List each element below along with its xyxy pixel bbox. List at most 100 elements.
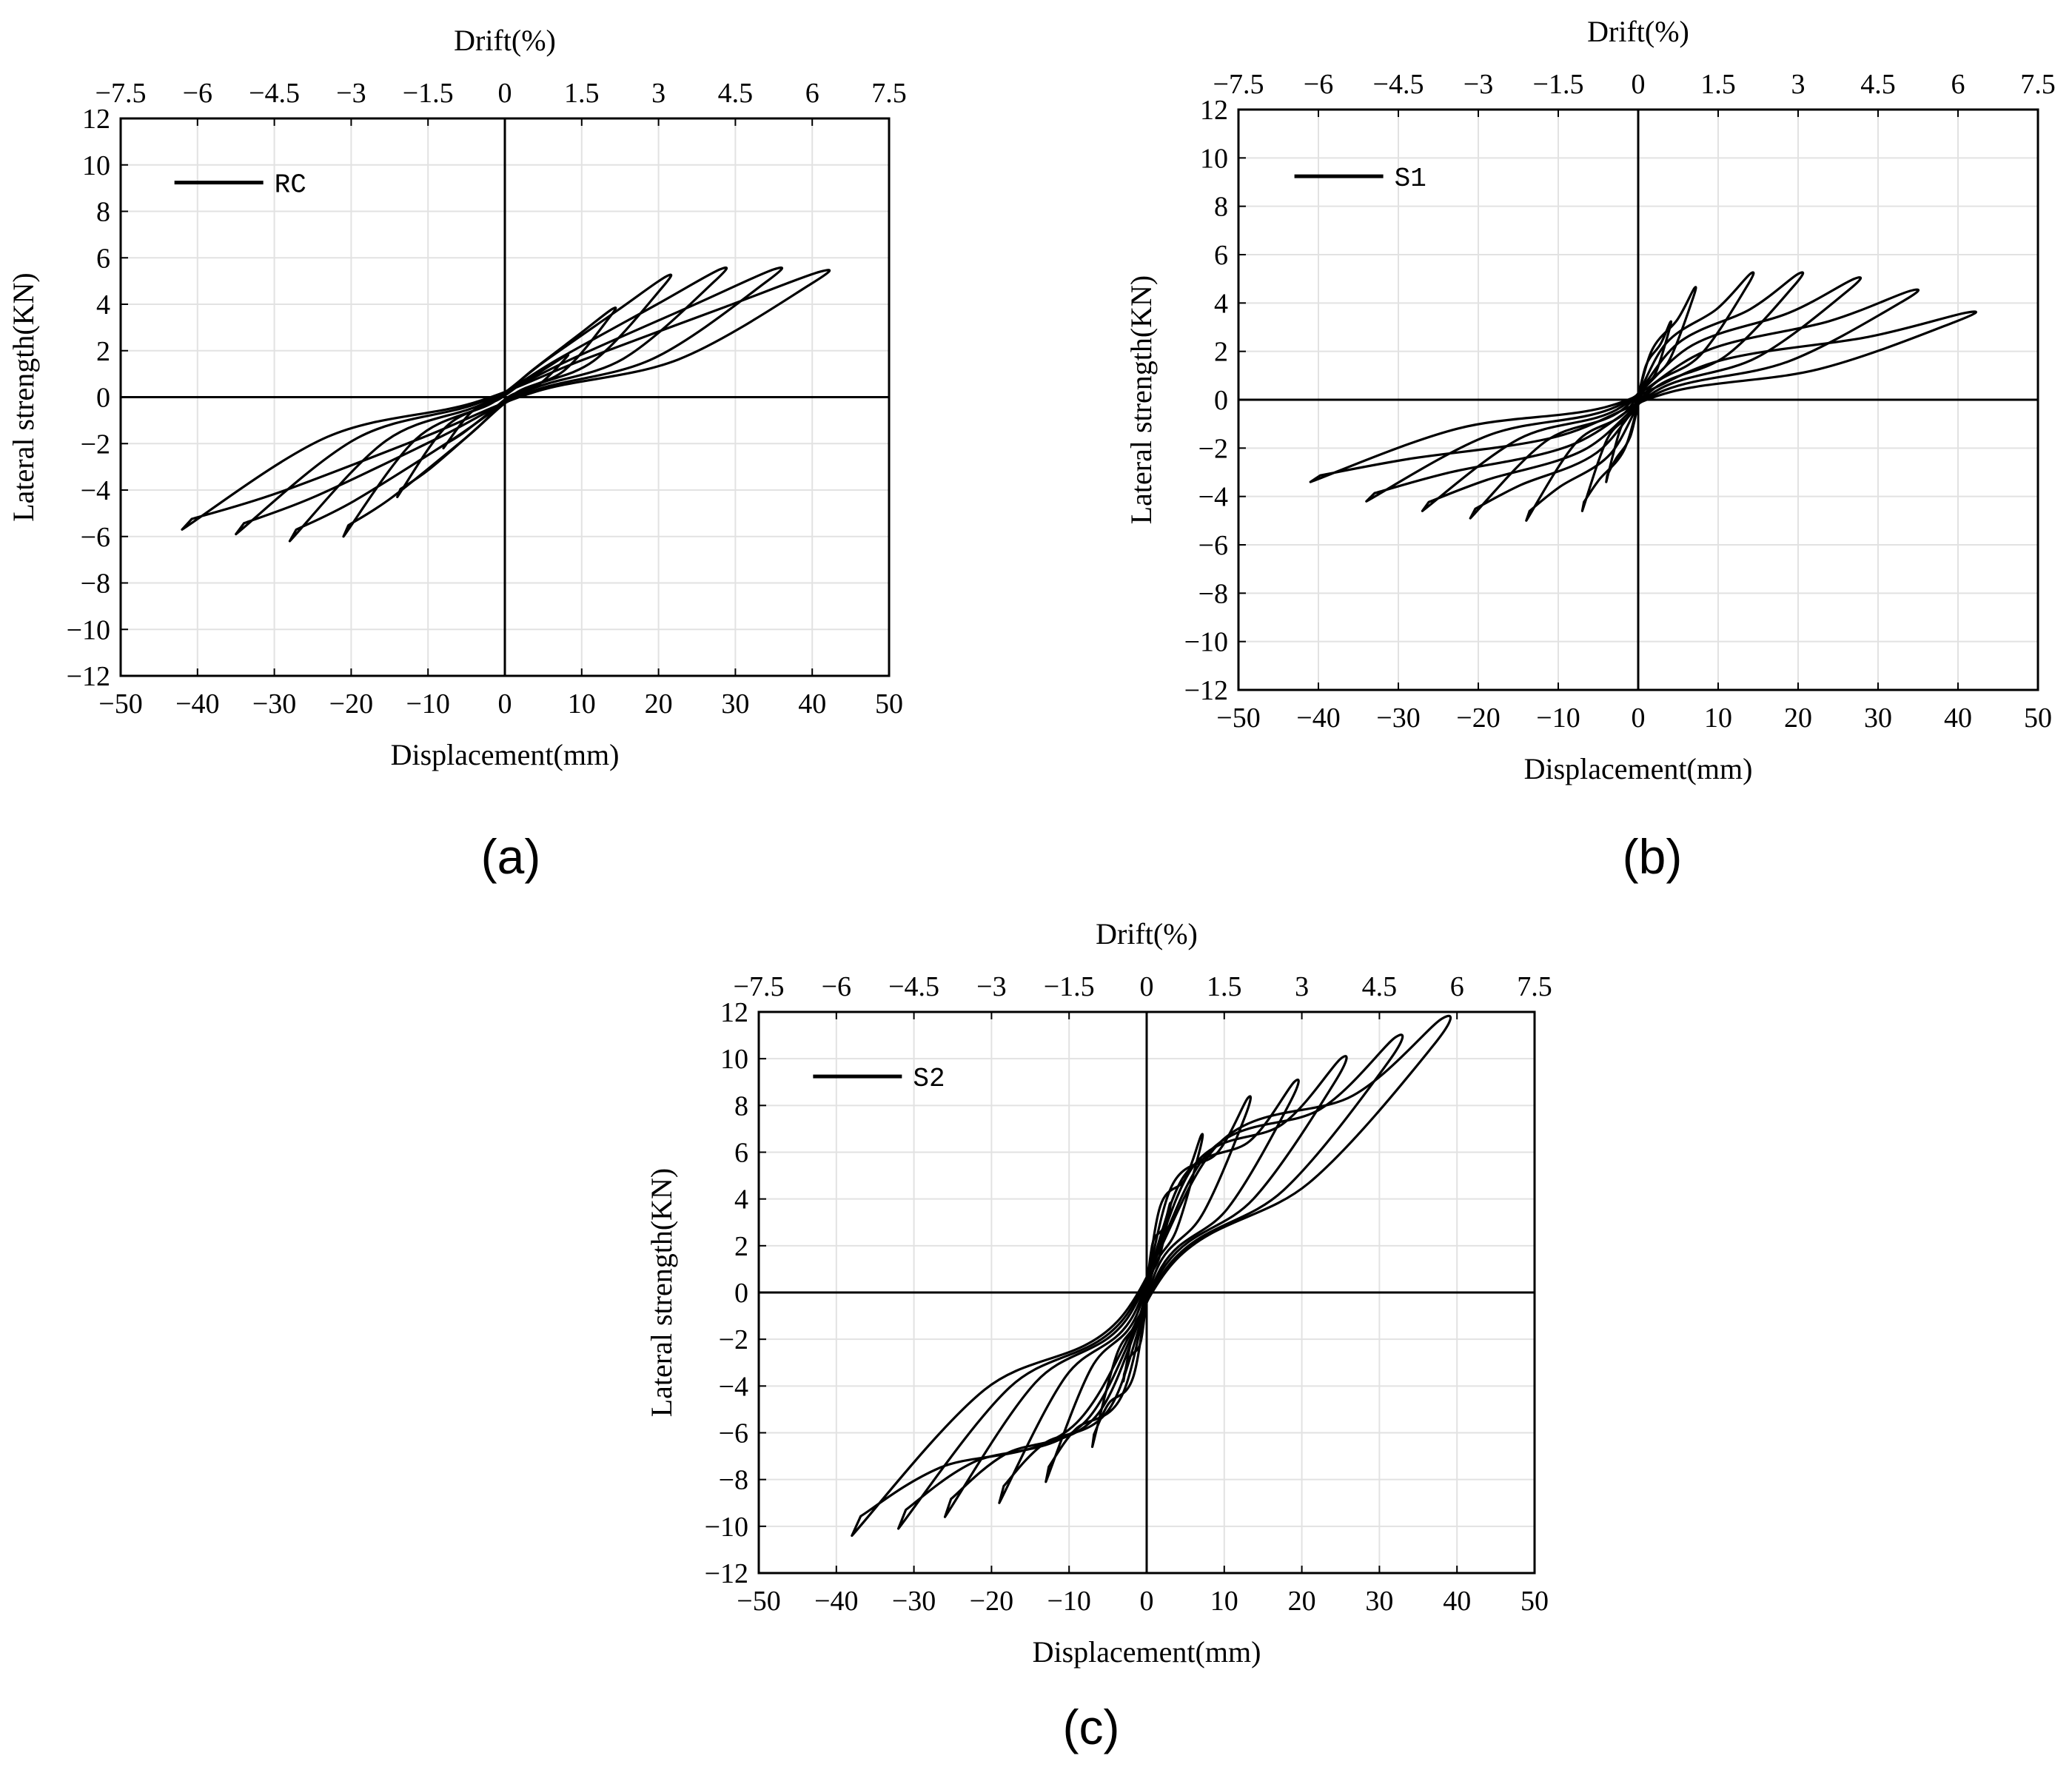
x-tick-label: 40 bbox=[1443, 1586, 1471, 1617]
hysteresis-loop bbox=[288, 266, 728, 543]
x-tick-label: −40 bbox=[814, 1586, 858, 1617]
y-tick-label: 6 bbox=[96, 243, 110, 274]
x-axis-title-a: Displacement(mm) bbox=[391, 738, 620, 771]
y-tick-labels-c: −12 −10 −8 −6 −4 −2 0 2 4 6 8 10 12 bbox=[705, 997, 766, 1589]
hysteresis-curves-a bbox=[181, 266, 831, 543]
y-tick-label: 8 bbox=[734, 1090, 748, 1121]
y-tick-label: 2 bbox=[96, 336, 110, 367]
x2-tick-label: −4.5 bbox=[249, 78, 300, 109]
y-tick-label: −4 bbox=[1198, 482, 1228, 513]
y-tick-label: −10 bbox=[67, 614, 110, 646]
x2-tick-label: 0 bbox=[498, 78, 512, 109]
y-tick-label: 10 bbox=[720, 1044, 748, 1075]
x-tick-labels-b: −50 −40 −30 −20 −10 0 10 20 30 40 50 bbox=[1216, 683, 2052, 734]
y-tick-label: 10 bbox=[1200, 143, 1228, 174]
y-tick-label: −4 bbox=[719, 1371, 748, 1402]
y-tick-label: 0 bbox=[734, 1278, 748, 1309]
x2-tick-label: 6 bbox=[805, 78, 819, 109]
caption-a: (a) bbox=[481, 829, 541, 884]
y-tick-label: −12 bbox=[67, 661, 110, 692]
hysteresis-loop bbox=[1421, 276, 1862, 512]
y-tick-label: −12 bbox=[705, 1558, 748, 1589]
legend-label-b: S1 bbox=[1395, 164, 1426, 194]
legend-b: S1 bbox=[1294, 164, 1426, 194]
hysteresis-loop bbox=[998, 1079, 1300, 1504]
y-tick-label: −6 bbox=[719, 1418, 748, 1449]
panel-b: −50 −40 −30 −20 −10 0 10 20 30 40 50 −7.5 −6 −4.5 −3−… bbox=[1124, 15, 2056, 785]
x-tick-label: 0 bbox=[1632, 703, 1646, 734]
hysteresis-loop bbox=[181, 269, 831, 531]
y-tick-label: −6 bbox=[1198, 530, 1228, 561]
y-tick-label: 2 bbox=[734, 1231, 748, 1262]
x-tick-label: −10 bbox=[1047, 1586, 1090, 1617]
y-tick-label: 10 bbox=[82, 150, 110, 181]
y-tick-label: −10 bbox=[705, 1512, 748, 1543]
legend-label-c: S2 bbox=[913, 1064, 945, 1094]
y-axis-title-b: Lateral strength(KN) bbox=[1124, 275, 1158, 525]
x-tick-label: −40 bbox=[1296, 703, 1340, 734]
x2-tick-label: 3 bbox=[1295, 971, 1309, 1002]
hysteresis-loop bbox=[1309, 310, 1977, 483]
y-tick-label: 4 bbox=[1214, 288, 1228, 319]
x-tick-label: −50 bbox=[737, 1586, 780, 1617]
x2-tick-label: 1.5 bbox=[1700, 69, 1736, 100]
x2-tick-label: −1.5 bbox=[1044, 971, 1095, 1002]
hysteresis-loop bbox=[851, 1014, 1452, 1538]
x-tick-label: 30 bbox=[1864, 703, 1892, 734]
x2-tick-label: 0 bbox=[1140, 971, 1154, 1002]
x2-tick-label: 1.5 bbox=[1207, 971, 1242, 1002]
x2-tick-label: 7.5 bbox=[871, 78, 907, 109]
x-tick-label: −20 bbox=[970, 1586, 1013, 1617]
y-tick-label: 12 bbox=[1200, 95, 1228, 126]
y-axis-title-a: Lateral strength(KN) bbox=[7, 272, 40, 522]
x-tick-labels-a: −50 −40 −30 −20 −10 0 10 20 30 40 50 bbox=[98, 668, 903, 720]
y-tick-label: 6 bbox=[734, 1138, 748, 1169]
hysteresis-loop bbox=[943, 1055, 1348, 1518]
x2-tick-label: −3 bbox=[1464, 69, 1493, 100]
x-tick-label: 20 bbox=[1288, 1586, 1316, 1617]
hysteresis-loop bbox=[1365, 288, 1920, 503]
x2-tick-label: −7.5 bbox=[734, 971, 785, 1002]
hysteresis-loop bbox=[235, 266, 783, 536]
x-tick-label: −30 bbox=[892, 1586, 936, 1617]
x-tick-label: 0 bbox=[498, 688, 512, 720]
caption-b: (b) bbox=[1623, 829, 1683, 884]
x-tick-label: 40 bbox=[798, 688, 826, 720]
y-tick-label: −8 bbox=[81, 569, 110, 600]
x2-tick-label: −3 bbox=[976, 971, 1006, 1002]
legend-label-a: RC bbox=[275, 170, 306, 201]
y-tick-label: −2 bbox=[1198, 433, 1228, 464]
y-tick-label: 4 bbox=[734, 1184, 748, 1216]
x2-tick-label: 7.5 bbox=[1517, 971, 1552, 1002]
x2-tick-label: 6 bbox=[1951, 69, 1965, 100]
x-tick-label: −10 bbox=[406, 688, 449, 720]
hysteresis-curves-c bbox=[851, 1014, 1452, 1538]
y-tick-label: 6 bbox=[1214, 240, 1228, 271]
x2-tick-label: −6 bbox=[822, 971, 851, 1002]
x2-axis-title-b: Drift(%) bbox=[1587, 15, 1689, 48]
y-tick-label: 12 bbox=[720, 997, 748, 1028]
x-tick-label: −10 bbox=[1536, 703, 1580, 734]
x-tick-label: −50 bbox=[1216, 703, 1260, 734]
x-tick-label: 10 bbox=[1210, 1586, 1238, 1617]
x-tick-label: −30 bbox=[252, 688, 296, 720]
y-axis-title-c: Lateral strength(KN) bbox=[645, 1168, 678, 1418]
panel-c: −50 −40 −30 −20 −10 0 10 20 30 40 50 −7.5 −6 −4.5 −3−… bbox=[645, 917, 1552, 1669]
x2-tick-label: −6 bbox=[1304, 69, 1333, 100]
y-tick-label: 8 bbox=[1214, 192, 1228, 223]
x-tick-label: −50 bbox=[98, 688, 142, 720]
x-tick-label: 10 bbox=[1704, 703, 1732, 734]
x-tick-label: −40 bbox=[175, 688, 219, 720]
legend-a: RC bbox=[174, 170, 306, 201]
x2-tick-label: 4.5 bbox=[1860, 69, 1896, 100]
y-tick-label: −4 bbox=[81, 475, 110, 506]
x2-tick-label: 3 bbox=[651, 78, 665, 109]
x2-tick-label: 6 bbox=[1450, 971, 1464, 1002]
x2-tick-labels-a: −7.5 −6 −4.5 −3 −1.5 0 1.5 3 4.5 6 7.5 bbox=[95, 78, 907, 126]
x-tick-label: 40 bbox=[1944, 703, 1972, 734]
x2-tick-label: −4.5 bbox=[888, 971, 939, 1002]
y-tick-labels-a: −12 −10 −8 −6 −4 −2 0 2 4 6 8 10 12 bbox=[67, 104, 128, 692]
caption-c: (c) bbox=[1063, 1700, 1120, 1754]
x-tick-label: 30 bbox=[721, 688, 749, 720]
x-tick-label: 20 bbox=[1784, 703, 1812, 734]
